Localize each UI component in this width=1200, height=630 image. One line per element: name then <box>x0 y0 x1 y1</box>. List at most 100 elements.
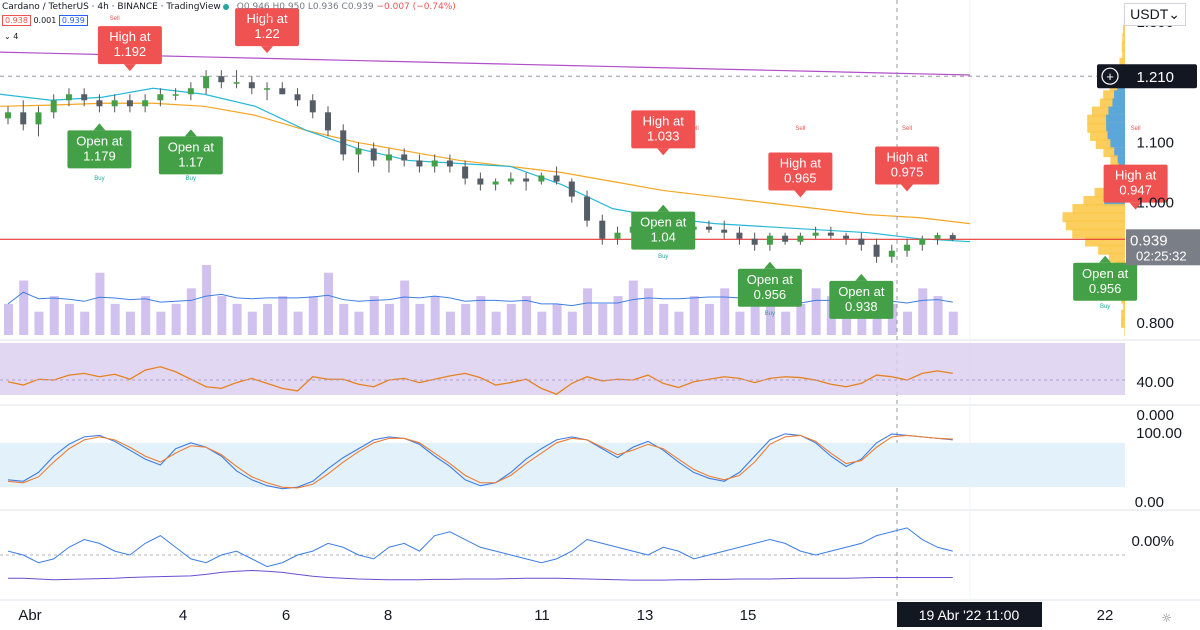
candle-body <box>173 94 179 96</box>
volume-bar <box>553 304 562 335</box>
stoch-tick-label: 0.00 <box>1135 494 1164 511</box>
volume-bar <box>95 273 104 335</box>
crosshair-time-text: 19 Abr '22 11:00 <box>919 607 1020 623</box>
last-price-text: 0.939 <box>1130 232 1168 249</box>
volume-bar <box>217 296 226 335</box>
bid-ask-row: 0.938 0.001 0.939 <box>2 16 88 25</box>
time-tick-label: 22 <box>1097 607 1114 624</box>
signal-label-text: Open at <box>76 133 123 148</box>
time-tick-label: 15 <box>740 607 757 624</box>
currency-label: USDT <box>1130 6 1168 22</box>
candle-body <box>112 100 118 106</box>
candle-body <box>20 112 26 124</box>
currency-button[interactable]: USDT⌄ <box>1124 3 1186 26</box>
volume-bar <box>65 304 74 335</box>
candle-body <box>295 94 301 100</box>
volume-bar <box>233 304 242 335</box>
candle-body <box>416 160 422 166</box>
candle-body <box>218 76 224 82</box>
volume-bar <box>659 304 668 335</box>
signal-tag: Sell <box>902 126 912 132</box>
signal-tag: Sell <box>1131 126 1141 132</box>
candle-body <box>843 236 849 239</box>
oscillator-tick-label: 0.00% <box>1131 533 1174 550</box>
spread-value: 0.001 <box>33 16 56 25</box>
volume-bar <box>720 288 729 335</box>
signal-tag: Sell <box>262 16 272 22</box>
volume-bar <box>751 304 760 335</box>
volume-bar <box>294 312 303 335</box>
signal-label-text: 0.975 <box>891 165 924 180</box>
signal-label-text: 0.956 <box>754 287 787 302</box>
volume-bar <box>4 304 13 335</box>
volume-bar <box>781 312 790 335</box>
bid-button[interactable]: 0.938 <box>2 15 31 26</box>
signal-tag: Buy <box>658 254 668 260</box>
candle-body <box>432 160 438 166</box>
candle-body <box>371 148 377 160</box>
volume-bar <box>324 273 333 335</box>
candle-body <box>234 82 240 84</box>
chevron-down-icon: ⌄ <box>1168 6 1180 22</box>
volume-bar <box>583 288 592 335</box>
candle-body <box>188 88 194 94</box>
signal-label-text: 1.22 <box>254 26 279 41</box>
candle-body <box>889 251 895 257</box>
volume-bar <box>141 296 150 335</box>
candle-body <box>538 176 544 182</box>
candle-body <box>858 239 864 245</box>
signal-label-text: Open at <box>168 139 215 154</box>
volume-bar <box>202 265 211 335</box>
symbol-title[interactable]: Cardano / TetherUS · 4h · BINANCE · Trad… <box>2 2 221 12</box>
time-tick-label: Abr <box>18 607 41 624</box>
volume-bar <box>705 304 714 335</box>
add-alert-plus: + <box>1106 69 1114 84</box>
signal-label-text: 0.938 <box>845 299 878 314</box>
symbol-header: Cardano / TetherUS · 4h · BINANCE · Trad… <box>2 2 456 12</box>
ohlc-values: O0.946 H0.950 L0.936 C0.939 <box>237 2 374 12</box>
candle-body <box>142 100 148 106</box>
volume-bar <box>187 288 196 335</box>
volume-bar <box>918 288 927 335</box>
candle-body <box>721 230 727 233</box>
candle-body <box>813 233 819 236</box>
volume-bar <box>461 304 470 335</box>
candle-body <box>508 179 514 182</box>
time-tick-label: 4 <box>179 607 187 624</box>
candle-body <box>51 100 57 112</box>
volume-bar <box>385 304 394 335</box>
candle-body <box>752 239 758 245</box>
volume-bar <box>354 312 363 335</box>
volume-bar <box>796 304 805 335</box>
price-tick-label: 1.000 <box>1136 195 1174 212</box>
ask-button[interactable]: 0.939 <box>59 15 88 26</box>
volume-bar <box>522 296 531 335</box>
signal-label-text: High at <box>1115 168 1157 183</box>
signal-label-text: 1.179 <box>83 148 116 163</box>
signal-label-text: 1.17 <box>178 154 203 169</box>
volume-bar <box>949 312 958 335</box>
price-tick-label: 1.100 <box>1136 134 1174 151</box>
signal-tag: Sell <box>689 126 699 132</box>
signal-tag: Sell <box>110 16 120 22</box>
time-tick-label: 11 <box>534 607 550 624</box>
price-change: −0.007 (−0.74%) <box>376 2 455 12</box>
volume-profile-bar <box>1124 326 1125 336</box>
candle-body <box>35 112 41 124</box>
volume-bar <box>476 296 485 335</box>
settings-gear-icon[interactable]: ☼ <box>1161 611 1172 625</box>
candle-body <box>249 82 255 88</box>
signal-label-text: 1.192 <box>114 44 147 59</box>
candle-body <box>401 154 407 160</box>
volume-bar <box>370 296 379 335</box>
candle-body <box>264 88 270 90</box>
indicators-toggle[interactable]: ⌄ 4 <box>4 32 18 41</box>
signal-label-text: Open at <box>640 215 687 230</box>
signal-tag: Buy <box>1100 304 1110 310</box>
volume-bar <box>80 312 89 335</box>
candle-body <box>157 94 163 100</box>
signal-label-text: 0.965 <box>784 171 817 186</box>
time-tick-label: 6 <box>282 607 290 624</box>
